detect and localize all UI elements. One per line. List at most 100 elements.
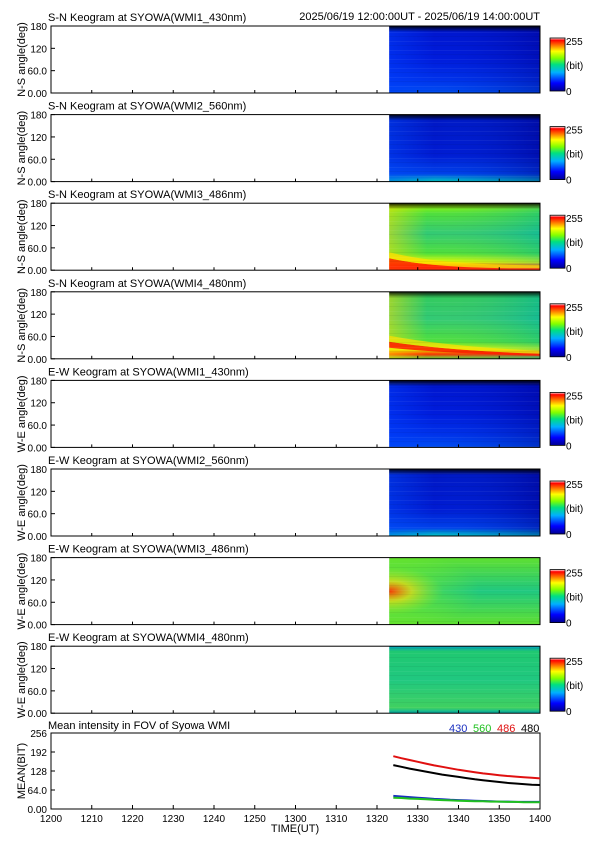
x-tick-label: 1200: [40, 814, 63, 825]
colorbar-max-label: 255: [566, 214, 583, 225]
y-tick-label: 180: [30, 22, 47, 33]
colorbar-min-label: 0: [566, 441, 572, 452]
colorbar-gradient: [549, 37, 566, 92]
y-tick-label: 0.00: [28, 709, 48, 720]
panel-y-axis-label: N-S angle(deg): [16, 22, 28, 97]
colorbar-max-label: 255: [566, 126, 583, 137]
colorbar: 255 (bit) 0: [549, 657, 583, 718]
y-tick-label: 60.0: [28, 687, 48, 698]
y-tick-label: 180: [30, 554, 47, 565]
colorbar-max-label: 255: [566, 303, 583, 314]
keogram-image: [389, 291, 540, 359]
y-tick-label: 192: [30, 748, 47, 759]
y-tick-label: 180: [30, 111, 47, 122]
series-line-480: [393, 764, 541, 786]
panel-y-axis-label: N-S angle(deg): [16, 111, 28, 186]
colorbar-min-label: 0: [566, 87, 572, 98]
y-tick-label: 120: [30, 133, 47, 144]
y-tick-label: 0.00: [28, 89, 48, 100]
keogram-panel: S-N Keogram at SYOWA(WMI2_560nm) N-S angl…: [16, 101, 583, 189]
panel-title: E-W Keogram at SYOWA(WMI3_486nm): [48, 544, 249, 556]
legend-label-480: 480: [521, 723, 539, 735]
colorbar-unit-label: (bit): [566, 327, 583, 338]
x-tick-label: 1350: [488, 814, 511, 825]
y-tick-label: 0.00: [28, 621, 48, 632]
x-tick-label: 1220: [121, 814, 144, 825]
series-line-560: [393, 796, 540, 804]
colorbar: 255 (bit) 0: [549, 480, 583, 541]
colorbar-unit-label: (bit): [566, 415, 583, 426]
x-tick-label: 1250: [244, 814, 267, 825]
panel-y-axis-label: N-S angle(deg): [16, 288, 28, 363]
mean-y-axis-label: MEAN(BIT): [16, 743, 28, 799]
y-tick-label: 0.00: [28, 805, 48, 816]
colorbar-min-label: 0: [566, 353, 572, 364]
y-tick-label: 180: [30, 376, 47, 387]
x-tick-label: 1340: [447, 814, 470, 825]
panel-title: S-N Keogram at SYOWA(WMI4_480nm): [48, 278, 246, 290]
colorbar-gradient: [549, 657, 566, 712]
panel-title: E-W Keogram at SYOWA(WMI2_560nm): [48, 455, 249, 467]
series-line-486: [393, 755, 541, 780]
keogram-panel: S-N Keogram at SYOWA(WMI4_480nm) N-S angl…: [16, 278, 583, 366]
x-tick-label: 1320: [366, 814, 389, 825]
colorbar-min-label: 0: [566, 619, 572, 630]
colorbar-max-label: 255: [566, 569, 583, 580]
colorbar-unit-label: (bit): [566, 238, 583, 249]
colorbar-max-label: 255: [566, 37, 583, 48]
y-tick-label: 60.0: [28, 421, 48, 432]
y-tick-label: 0.00: [28, 443, 48, 454]
time-range-header: 2025/06/19 12:00:00UT - 2025/06/19 14:00…: [299, 11, 540, 23]
y-tick-label: 60.0: [28, 510, 48, 521]
y-tick-label: 120: [30, 576, 47, 587]
x-tick-label: 1210: [81, 814, 104, 825]
panel-y-axis-label: W-E angle(deg): [16, 553, 28, 630]
x-tick-label: 1330: [407, 814, 430, 825]
y-tick-label: 60.0: [28, 332, 48, 343]
colorbar: 255 (bit) 0: [549, 303, 583, 364]
legend-label-486: 486: [497, 723, 515, 735]
y-tick-label: 60.0: [28, 67, 48, 78]
x-tick-label: 1240: [203, 814, 226, 825]
keogram-image: [389, 557, 540, 625]
x-tick-label: 1310: [325, 814, 348, 825]
colorbar-max-label: 255: [566, 480, 583, 491]
legend-label-430: 430: [449, 723, 467, 735]
colorbar-max-label: 255: [566, 657, 583, 668]
keogram-image: [389, 646, 540, 714]
y-tick-label: 180: [30, 199, 47, 210]
legend-label-560: 560: [473, 723, 491, 735]
y-tick-label: 60.0: [28, 598, 48, 609]
y-tick-label: 0.00: [28, 355, 48, 366]
colorbar: 255 (bit) 0: [549, 214, 583, 275]
y-tick-label: 0.00: [28, 532, 48, 543]
panel-y-axis-label: N-S angle(deg): [16, 199, 28, 274]
y-tick-label: 120: [30, 487, 47, 498]
y-tick-label: 64.0: [28, 786, 48, 797]
x-axis-label: TIME(UT): [271, 823, 319, 835]
colorbar-unit-label: (bit): [566, 681, 583, 692]
y-tick-label: 180: [30, 642, 47, 653]
colorbar: 255 (bit) 0: [549, 126, 583, 187]
panel-title: E-W Keogram at SYOWA(WMI1_430nm): [48, 366, 249, 378]
keogram-panel: E-W Keogram at SYOWA(WMI1_430nm) W-E angl…: [16, 366, 583, 454]
keogram-panel: E-W Keogram at SYOWA(WMI4_480nm) W-E angl…: [16, 632, 583, 720]
colorbar-gradient: [549, 391, 566, 446]
keogram-image: [389, 469, 540, 536]
panel-title: E-W Keogram at SYOWA(WMI4_480nm): [48, 632, 249, 644]
y-tick-label: 120: [30, 310, 47, 321]
colorbar-min-label: 0: [566, 707, 572, 718]
y-tick-label: 0.00: [28, 266, 48, 277]
keogram-panel: S-N Keogram at SYOWA(WMI3_486nm) N-S angl…: [16, 189, 583, 277]
colorbar-min-label: 0: [566, 530, 572, 541]
x-tick-label: 1400: [529, 814, 552, 825]
keogram-panel: E-W Keogram at SYOWA(WMI2_560nm) W-E angl…: [16, 455, 583, 543]
colorbar: 255 (bit) 0: [549, 37, 583, 98]
panel-title: S-N Keogram at SYOWA(WMI1_430nm): [48, 12, 246, 24]
y-tick-label: 120: [30, 399, 47, 410]
colorbar-unit-label: (bit): [566, 504, 583, 515]
keogram-image: [389, 26, 540, 93]
keogram-image: [389, 380, 540, 448]
colorbar-min-label: 0: [566, 264, 572, 275]
